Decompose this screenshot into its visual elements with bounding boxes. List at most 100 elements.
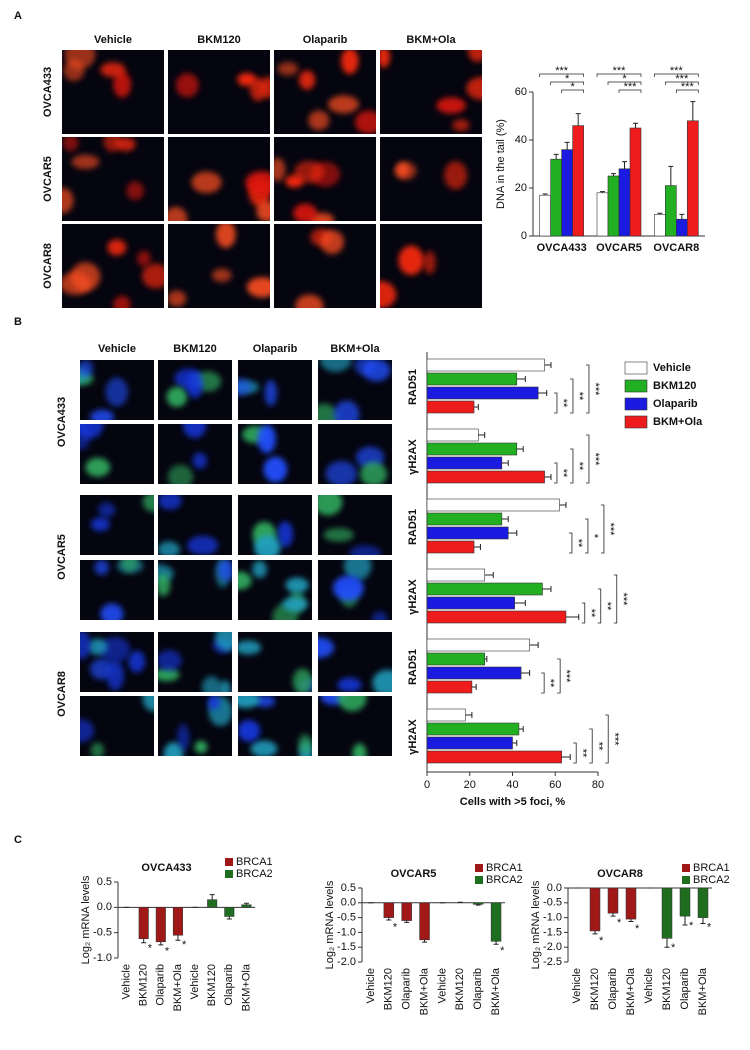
nucleus	[319, 360, 352, 372]
legend-label: BRCA1	[486, 862, 523, 874]
y-tick-label: γH2AX	[407, 579, 419, 615]
nucleus	[182, 424, 207, 439]
bar	[426, 736, 513, 750]
y-tick-label: 40	[515, 134, 527, 146]
y-tick-label: 0.0	[97, 901, 112, 913]
micrograph	[238, 424, 312, 484]
error-bar	[243, 902, 249, 905]
bracket	[613, 574, 618, 624]
bar	[419, 902, 430, 941]
cells	[380, 245, 436, 308]
legend-label: Vehicle	[653, 362, 691, 374]
bracket	[600, 504, 605, 554]
significance: *	[571, 81, 576, 93]
row-label: OVCA433	[42, 67, 54, 117]
bar	[401, 902, 412, 921]
bar	[426, 666, 522, 680]
nucleus	[333, 400, 360, 420]
significance: *	[617, 917, 622, 929]
legend-swatch	[225, 858, 233, 866]
micrograph	[168, 224, 270, 308]
cells	[238, 378, 277, 407]
bar	[676, 218, 688, 237]
nucleus	[354, 360, 376, 375]
y-tick-label: -0.5	[93, 927, 112, 939]
nucleus	[238, 571, 252, 590]
error-bar	[575, 113, 581, 126]
column-label: BKM+Ola	[406, 34, 456, 46]
cells	[158, 495, 219, 555]
nucleus	[62, 187, 74, 214]
panel-label: A	[14, 10, 22, 22]
error-bar	[226, 916, 232, 920]
cells	[163, 696, 232, 756]
y-axis-label: Log₂ mRNA levels	[80, 875, 92, 964]
micrograph	[158, 696, 232, 756]
significance: ***	[604, 523, 616, 537]
bar	[426, 442, 518, 456]
bar	[607, 887, 619, 914]
cells	[158, 632, 232, 692]
x-tick-label: BKM120	[206, 964, 218, 1006]
legend-label: BKM120	[653, 380, 696, 392]
nucleus	[467, 50, 482, 62]
nucleus	[175, 73, 199, 98]
bracket	[618, 89, 642, 93]
legend-label: BKM+Ola	[653, 416, 703, 428]
nucleus	[80, 718, 95, 743]
x-tick-label: Vehicle	[365, 968, 377, 1003]
y-tick-label: -2.0	[337, 956, 356, 968]
bracket	[596, 73, 642, 77]
error-bar	[457, 901, 463, 903]
error-bar	[471, 684, 477, 690]
bar	[697, 887, 709, 918]
micrograph	[80, 495, 154, 555]
error-bar	[664, 938, 670, 948]
micrograph	[158, 424, 232, 484]
row-label: OVCAR8	[56, 671, 68, 717]
cells	[80, 360, 129, 420]
y-axis-label: DNA in the tail (%)	[495, 119, 507, 209]
cells	[63, 50, 131, 98]
column-label: BKM120	[173, 343, 216, 355]
x-tick-label: 80	[592, 779, 604, 791]
micrograph	[238, 495, 312, 555]
row-label: OVCAR5	[56, 534, 68, 580]
bar	[383, 902, 395, 918]
y-tick-label: 0.5	[97, 876, 112, 888]
column-label: Vehicle	[98, 343, 136, 355]
micrograph	[158, 495, 232, 555]
column-label: Olaparib	[303, 34, 348, 46]
bar	[426, 722, 520, 736]
nucleus	[436, 97, 466, 114]
bar	[654, 214, 666, 237]
nucleus	[194, 740, 208, 754]
nucleus	[327, 95, 360, 114]
nucleus	[158, 495, 182, 510]
chart-title: OVCAR8	[597, 868, 643, 880]
y-tick-label: -0.5	[543, 897, 562, 909]
nucleus	[207, 696, 220, 710]
y-tick-label: RAD51	[407, 509, 419, 545]
y-tick-label: -0.5	[337, 912, 356, 924]
nucleus	[99, 636, 131, 663]
significance: *	[599, 935, 604, 947]
error-bar	[474, 544, 481, 550]
error-bar	[700, 917, 706, 925]
significance: *	[165, 946, 170, 958]
nucleus	[71, 154, 100, 170]
significance: **	[585, 609, 597, 618]
significance: **	[601, 602, 613, 611]
nucleus	[298, 70, 316, 90]
error-bar	[158, 941, 164, 946]
micrograph	[238, 360, 312, 420]
nucleus	[90, 517, 110, 532]
error-bar	[508, 530, 518, 536]
significance: ***	[555, 65, 569, 77]
x-tick-label: OVCAR8	[653, 242, 699, 254]
error-bar	[553, 153, 559, 160]
micrograph	[238, 632, 312, 692]
y-tick-label: 0.0	[547, 882, 562, 894]
x-tick-label: 0	[424, 779, 430, 791]
y-tick-label: -1.0	[337, 926, 356, 938]
